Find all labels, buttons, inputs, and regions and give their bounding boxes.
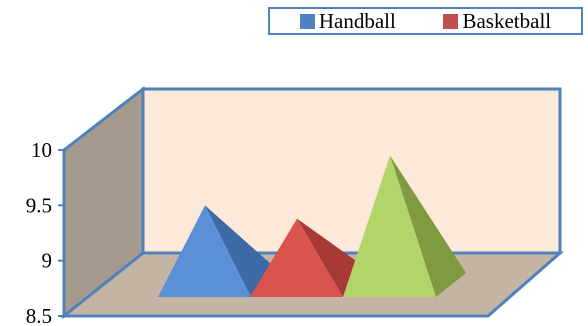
y-tick-label-3: 10 xyxy=(31,138,52,162)
legend-label-basketball: Basketball xyxy=(462,8,552,33)
pyramid-3 xyxy=(343,155,466,297)
y-tick-label-2: 9.5 xyxy=(26,193,52,217)
pyramid-side-3 xyxy=(390,155,466,297)
legend-swatch-basketball xyxy=(443,13,459,29)
legend-item-handball: Handball xyxy=(299,8,396,34)
y-tick-label-1: 9 xyxy=(42,249,53,273)
pyramid-front-1 xyxy=(158,205,251,297)
y-tick-label-0: 8.5 xyxy=(26,304,52,326)
pyramid-front-2 xyxy=(250,218,343,297)
pyramid-1 xyxy=(158,205,281,297)
legend-item-basketball: Basketball xyxy=(443,9,551,34)
legend: Handball Basketball xyxy=(268,7,583,35)
pyramid-front-3 xyxy=(343,155,436,297)
y-axis: 8.5 9 9.5 10 xyxy=(26,138,64,326)
legend-swatch-handball xyxy=(299,13,315,29)
pyramids xyxy=(158,155,466,297)
pyramid-side-1 xyxy=(205,205,281,297)
legend-label-handball: Handball xyxy=(318,8,396,33)
